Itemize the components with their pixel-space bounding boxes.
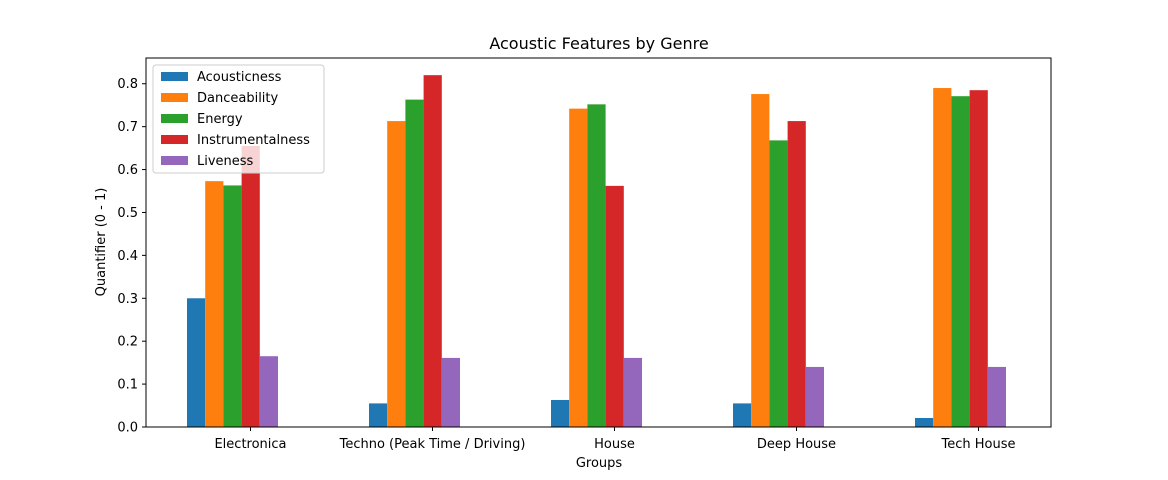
legend: Acousticness Danceability Energy Instrument…	[152, 64, 325, 174]
y-tick-label: 0.0	[117, 421, 138, 436]
bar-acousticness-4	[915, 417, 934, 427]
x-tick-label: Deep House	[757, 437, 836, 452]
x-tick-label: Tech House	[941, 437, 1016, 452]
y-tick-label: 0.1	[117, 378, 138, 393]
bar-instrumentalness-2	[605, 185, 624, 427]
bar-danceability-0	[205, 181, 224, 427]
bar-energy-3	[769, 140, 788, 427]
bar-instrumentalness-3	[787, 121, 806, 428]
y-tick-label: 0.7	[117, 120, 138, 135]
bar-danceability-2	[569, 108, 588, 427]
bar-instrumentalness-1	[423, 75, 442, 428]
bar-energy-4	[951, 96, 970, 428]
bar-instrumentalness-4	[969, 90, 988, 427]
legend-swatch-acousticness	[161, 72, 188, 81]
y-tick-label: 0.3	[117, 292, 138, 307]
bar-acousticness-3	[733, 403, 752, 427]
plot-frame	[145, 57, 1052, 428]
x-tick-label: House	[594, 437, 635, 452]
x-axis-label: Groups	[576, 456, 623, 471]
bar-acousticness-0	[187, 298, 206, 427]
legend-label-acousticness: Acousticness	[197, 70, 282, 85]
chart-title: Acoustic Features by Genre	[489, 34, 708, 53]
y-tick-label: 0.8	[117, 77, 138, 92]
bar-acousticness-2	[551, 399, 570, 427]
bar-liveness-1	[441, 357, 460, 427]
bar-instrumentalness-0	[241, 145, 260, 428]
legend-swatch-danceability	[161, 93, 188, 102]
y-tick-label: 0.5	[117, 206, 138, 221]
legend-label-instrumentalness: Instrumentalness	[197, 133, 310, 148]
bar-liveness-2	[623, 357, 642, 427]
y-tick-label: 0.6	[117, 163, 138, 178]
x-tick-label: Techno (Peak Time / Driving)	[339, 437, 526, 452]
bar-danceability-4	[933, 88, 952, 427]
legend-label-energy: Energy	[197, 112, 243, 127]
bars-group	[187, 75, 1006, 428]
bar-acousticness-1	[369, 403, 388, 427]
bar-liveness-4	[987, 366, 1006, 427]
y-axis-label: Quantifier (0 - 1)	[94, 188, 109, 297]
legend-box	[152, 64, 325, 174]
legend-label-liveness: Liveness	[197, 154, 254, 169]
legend-swatch-energy	[161, 114, 188, 123]
x-tick-label: Electronica	[214, 437, 286, 452]
bar-energy-1	[405, 99, 424, 428]
legend-label-danceability: Danceability	[197, 91, 279, 106]
bar-danceability-1	[387, 121, 406, 428]
y-tick-label: 0.2	[117, 335, 138, 350]
legend-swatch-liveness	[161, 156, 188, 165]
legend-swatch-instrumentalness	[161, 135, 188, 144]
bar-liveness-3	[805, 366, 824, 427]
bar-energy-2	[587, 104, 606, 427]
bar-liveness-0	[259, 356, 278, 427]
y-tick-label: 0.4	[117, 249, 138, 264]
bar-energy-0	[223, 185, 242, 427]
y-axis: 0.0 0.1 0.2 0.3 0.4 0.5 0.6 0.7 0.8	[117, 77, 146, 436]
x-axis: Electronica Techno (Peak Time / Driving) H…	[214, 427, 1016, 452]
bar-danceability-3	[751, 94, 770, 427]
